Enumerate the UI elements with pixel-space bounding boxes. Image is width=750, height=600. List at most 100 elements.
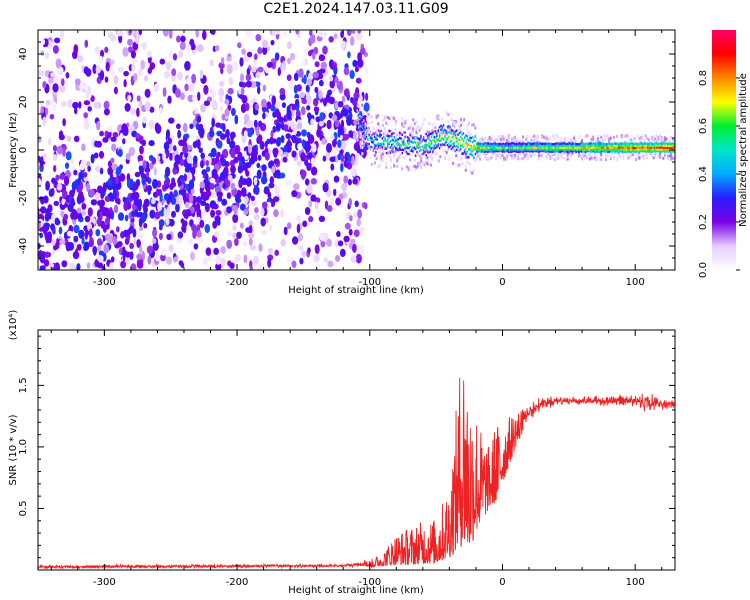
spectrogram-cell: [525, 144, 527, 148]
spectrogram-cell: [268, 182, 275, 189]
spectrogram-cell: [205, 160, 209, 167]
spectrogram-cell: [361, 132, 364, 135]
spectrogram-cell: [539, 142, 542, 145]
spectrogram-cell: [647, 146, 649, 149]
spectrogram-cell: [385, 140, 388, 143]
spectrogram-cell: [610, 150, 612, 153]
spectrogram-cell: [422, 146, 425, 149]
spectrogram-cell: [293, 183, 300, 191]
spectrogram-cell: [614, 142, 616, 145]
spectrogram-cell: [397, 132, 400, 136]
spectrogram-cell: [649, 146, 652, 150]
spectrogram-cell: [369, 138, 372, 141]
spectrogram-cell: [460, 118, 462, 122]
spectrogram-cell: [399, 147, 401, 150]
spectrogram-cell: [509, 136, 512, 140]
spectrogram-cell: [464, 148, 466, 152]
spectrogram-cell: [229, 140, 236, 149]
spectrogram-cell: [579, 148, 581, 151]
spectrogram-cell: [353, 211, 358, 218]
spectrogram-cell: [391, 149, 393, 152]
spectrogram-cell: [578, 143, 580, 146]
spectrogram-cell: [142, 116, 147, 124]
spectrogram-cell: [647, 144, 649, 147]
spectrogram-cell: [602, 148, 604, 152]
spectrogram-cell: [44, 228, 48, 239]
spectrogram-cell: [457, 146, 459, 149]
spectrogram-cell: [395, 138, 397, 141]
spectrogram-cell: [189, 123, 194, 130]
spectrogram-cell: [418, 142, 421, 145]
spectrogram-cell: [380, 137, 383, 140]
spectrogram-cell: [393, 163, 396, 166]
spectrogram-cell: [515, 150, 518, 153]
spectrogram-cell: [582, 146, 584, 150]
spectrogram-cell: [651, 142, 653, 145]
spectrogram-cell: [361, 123, 364, 127]
spectrogram-cell: [550, 150, 552, 153]
spectrogram-cell: [310, 194, 317, 202]
spectrogram-cell: [468, 133, 470, 137]
spectrogram-cell: [535, 142, 538, 145]
spectrogram-cell: [590, 142, 592, 145]
spectrogram-cell: [301, 129, 307, 137]
spectrogram-cell: [464, 150, 466, 154]
spectrogram-cell: [220, 67, 224, 75]
spectrogram-cell: [385, 165, 388, 169]
spectrogram-cell: [252, 145, 257, 154]
spectrogram-cell: [149, 162, 154, 170]
spectrogram-cell: [389, 151, 392, 154]
spectrogram-cell: [538, 157, 540, 161]
spectrogram-cell: [581, 140, 583, 144]
spectrogram-cell: [450, 118, 453, 122]
chart-title: C2E1.2024.147.03.11.G09: [263, 1, 449, 17]
spectrogram-cell: [254, 207, 259, 214]
spectrogram-cell: [269, 136, 274, 145]
spectrogram-cell: [38, 178, 42, 187]
spectrogram-cell: [598, 150, 600, 153]
spectrogram-cell: [421, 145, 423, 148]
spectrogram-cell: [226, 239, 232, 249]
spectrogram-cell: [290, 52, 296, 61]
spectrogram-cell: [606, 148, 608, 152]
spectrogram-cell: [365, 123, 368, 126]
spectrogram-cell: [656, 142, 658, 146]
spectrogram-cell: [448, 142, 450, 145]
spectrogram-cell: [389, 149, 392, 153]
spectrogram-cell: [326, 119, 332, 130]
spectrogram-cell: [510, 150, 512, 153]
spectrogram-cell: [258, 243, 263, 252]
spectrogram-cell: [452, 146, 454, 149]
spectrogram-cell: [477, 142, 479, 145]
spectrogram-cell: [52, 76, 58, 82]
spectrogram-cell: [143, 75, 149, 82]
spectrogram-cell: [391, 135, 393, 138]
spectrogram-cell: [539, 149, 542, 153]
spectrogram-cell: [619, 134, 622, 138]
spectrogram-cell: [66, 135, 72, 142]
spectrogram-cell: [437, 144, 439, 148]
spectrogram-cell: [393, 164, 396, 168]
spectrogram-cell: [361, 152, 364, 156]
spectrogram-cell: [665, 150, 668, 153]
spectrogram-cell: [466, 160, 469, 164]
spectrogram-cell: [644, 146, 646, 149]
spectrogram-cell: [131, 63, 136, 73]
spectrogram-cell: [319, 112, 325, 122]
spectrogram-cell: [664, 150, 666, 153]
spectrogram-cell: [437, 143, 439, 146]
spectrogram-cell: [388, 117, 391, 120]
spectrogram-cell: [483, 146, 486, 149]
spectrogram-cell: [276, 137, 281, 147]
spectrogram-cell: [600, 142, 603, 145]
spectrogram-cell: [558, 139, 561, 143]
spectrogram-cell: [653, 150, 656, 153]
spectrogram-cell: [210, 157, 217, 166]
spectrogram-cell: [501, 143, 503, 146]
spectrogram-cell: [485, 144, 487, 148]
spectrogram-cell: [188, 84, 195, 92]
spectrogram-cell: [434, 132, 437, 135]
spectrogram-cell: [363, 140, 365, 144]
spectrogram-cell: [416, 132, 418, 135]
